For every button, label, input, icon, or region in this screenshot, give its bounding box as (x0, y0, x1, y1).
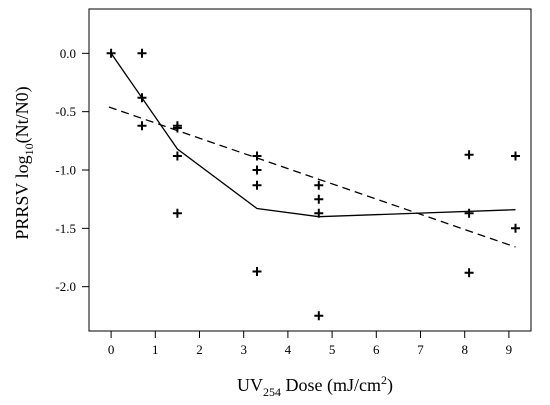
x-tick-label: 0 (108, 342, 115, 357)
data-point (172, 123, 182, 133)
data-point (511, 223, 520, 233)
data-point (172, 151, 182, 161)
y-tick-label: -2.0 (55, 279, 76, 294)
data-point (137, 48, 147, 58)
y-tick-label: 0.0 (60, 46, 76, 61)
data-point (314, 311, 324, 321)
y-axis-ticks: 0.0 -0.5 -1.0 -1.5 -2.0 (55, 46, 89, 294)
data-points (106, 48, 520, 321)
x-tick-label: 7 (417, 342, 424, 357)
data-point (314, 208, 324, 218)
x-tick-label: 2 (196, 342, 203, 357)
data-point (137, 121, 147, 131)
y-axis-label: PRRSV log10(Nt/N0) (12, 86, 36, 239)
x-tick-label: 4 (285, 342, 292, 357)
y-tick-label: -1.5 (55, 221, 76, 236)
linear-fit-line (108, 106, 516, 248)
data-point (511, 151, 520, 161)
x-tick-label: 9 (506, 342, 513, 357)
x-axis-label: UV254 Dose (mJ/cm2) (237, 373, 393, 399)
data-point (464, 208, 474, 218)
data-point (464, 150, 474, 160)
x-tick-label: 8 (461, 342, 468, 357)
y-tick-label: -1.0 (55, 163, 76, 178)
data-point (314, 180, 324, 190)
data-point (252, 151, 262, 161)
fit-lines (108, 52, 516, 248)
data-point (252, 180, 262, 190)
data-point (137, 93, 147, 103)
x-tick-label: 6 (373, 342, 380, 357)
data-point (172, 208, 182, 218)
data-point (252, 267, 262, 276)
y-tick-label: -0.5 (55, 104, 76, 119)
piecewise-fit-line (110, 52, 516, 218)
x-axis-ticks: 0 1 2 3 4 5 6 7 8 9 (108, 331, 512, 357)
data-point (464, 268, 474, 278)
data-point (252, 165, 262, 175)
x-tick-label: 3 (240, 342, 247, 357)
x-tick-label: 1 (152, 342, 159, 357)
x-tick-label: 5 (329, 342, 336, 357)
data-point (314, 194, 324, 204)
plot-frame (88, 8, 532, 332)
plot-border (88, 8, 532, 332)
data-point (106, 48, 116, 58)
